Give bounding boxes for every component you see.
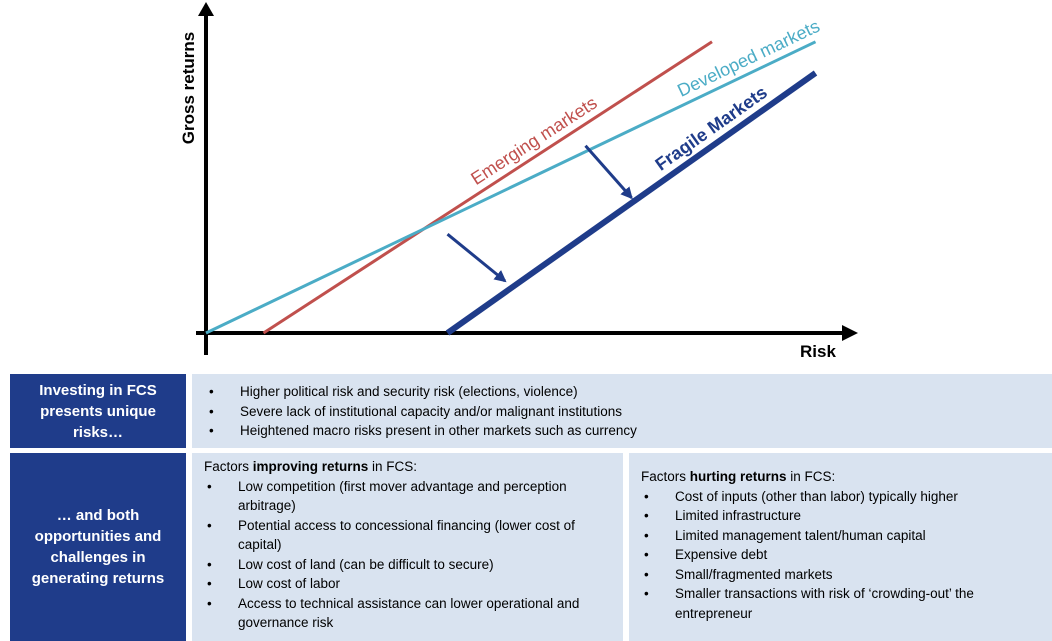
list-item: Smaller transactions with risk of ‘crowd…: [641, 584, 1044, 623]
y-axis-label: Gross returns: [179, 32, 198, 144]
list-item: Limited infrastructure: [641, 506, 1044, 526]
risks-list: Higher political risk and security risk …: [206, 382, 1042, 441]
list-item: Access to technical assistance can lower…: [204, 594, 615, 633]
improving-returns-intro: Factors improving returns in FCS:: [204, 457, 615, 477]
list-item: Low cost of labor: [204, 574, 615, 594]
series-line-1: [262, 40, 713, 335]
list-item: Low cost of land (can be difficult to se…: [204, 555, 615, 575]
list-item: Limited management talent/human capital: [641, 526, 1044, 546]
list-item: Heightened macro risks present in other …: [206, 421, 1042, 441]
list-item: Expensive debt: [641, 545, 1044, 565]
y-axis-arrowhead: [198, 2, 214, 16]
series-label-3: Fragile Markets: [651, 82, 770, 175]
series-label-2: Developed markets: [674, 16, 823, 101]
intro-text: Factors: [204, 459, 253, 474]
shift-arrow-1: [584, 144, 633, 200]
intro-text: in FCS:: [368, 459, 418, 474]
series-line-3: [445, 70, 818, 336]
list-item: Severe lack of institutional capacity an…: [206, 402, 1042, 422]
shift-arrow-2: [446, 233, 507, 283]
risks-row-header: Investing in FCS presents unique risks…: [10, 374, 186, 448]
x-axis-arrowhead: [842, 325, 858, 341]
x-axis-label: Risk: [800, 342, 836, 361]
list-item: Cost of inputs (other than labor) typica…: [641, 487, 1044, 507]
hurting-returns-cell: Factors hurting returns in FCS: Cost of …: [629, 453, 1052, 641]
list-item: Higher political risk and security risk …: [206, 382, 1042, 402]
risks-row-content: Higher political risk and security risk …: [192, 374, 1052, 448]
risk-return-chart: Gross returns Risk Emerging markets Devel…: [179, 2, 858, 361]
list-item: Small/fragmented markets: [641, 565, 1044, 585]
list-item: Potential access to concessional financi…: [204, 516, 615, 555]
intro-bold-text: improving returns: [252, 459, 369, 474]
hurting-returns-intro: Factors hurting returns in FCS:: [641, 467, 1044, 487]
series-label-1: Emerging markets: [467, 93, 600, 189]
risks-row: Investing in FCS presents unique risks… …: [10, 374, 1052, 448]
intro-bold-text: hurting returns: [689, 469, 787, 484]
improving-returns-list: Low competition (first mover advantage a…: [204, 477, 615, 633]
list-item: Low competition (first mover advantage a…: [204, 477, 615, 516]
series-line-2: [205, 40, 817, 335]
hurting-returns-list: Cost of inputs (other than labor) typica…: [641, 487, 1044, 624]
improving-returns-cell: Factors improving returns in FCS: Low co…: [192, 453, 623, 641]
intro-text: Factors: [641, 469, 690, 484]
returns-row: … and both opportunities and challenges …: [10, 453, 1052, 641]
intro-text: in FCS:: [786, 469, 836, 484]
returns-row-header: … and both opportunities and challenges …: [10, 453, 186, 641]
